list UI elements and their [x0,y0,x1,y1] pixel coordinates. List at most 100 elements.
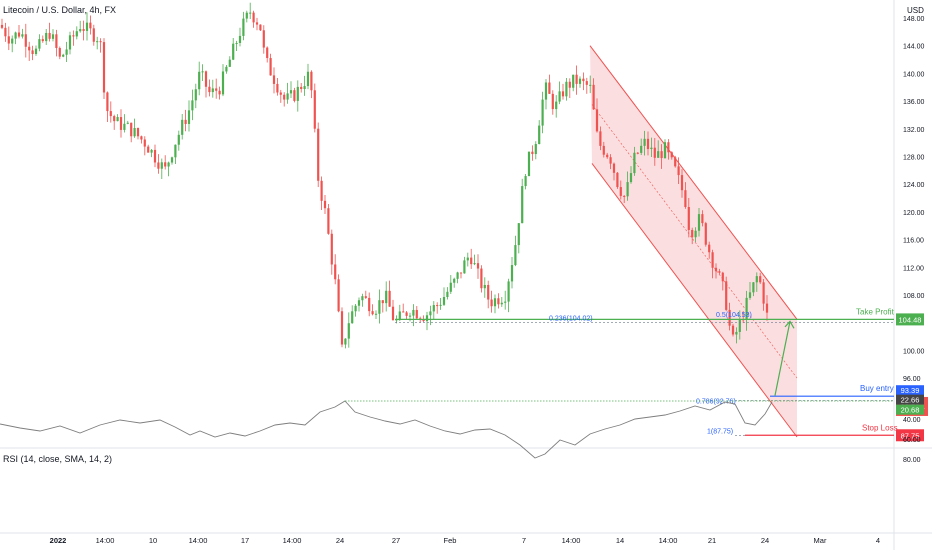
fib-1-label: 1(87.75) [707,428,733,435]
candle-body [487,284,490,300]
candle-body [334,264,337,280]
y-tick-label: 108.00 [903,293,925,300]
candle-body [629,173,633,183]
candle-body [58,48,61,57]
candle-body [106,92,109,112]
rsi-tick-label: 40.00 [903,417,921,424]
candle-body [589,84,592,86]
candle-body [677,166,680,176]
x-tick-label: 24 [761,536,769,545]
candle-body [476,263,480,269]
candle-body [599,131,602,146]
candle-body [252,12,255,23]
y-tick-label: 100.00 [903,348,925,355]
candle-body [517,223,520,246]
candle-body [755,276,758,283]
candle-body [551,93,554,110]
candle-body [425,315,429,322]
candle-body [347,323,350,339]
candle-body [296,86,299,101]
candle-body [150,149,153,153]
candle-body [249,12,252,14]
candle-body [68,35,72,50]
candle-body [306,71,310,87]
candle-body [398,311,401,320]
candle-body [534,144,537,155]
rsi-current-tag: 22.66 [901,396,920,405]
candle-body [75,31,78,37]
candle-body [99,41,102,43]
candle-body [21,34,24,37]
candle-body [524,176,527,187]
candle-body [541,99,544,126]
candle-body [765,303,769,313]
candle-body [759,276,762,283]
candle-body [221,71,225,95]
rsi-current-tag-bg [896,394,924,405]
y-tick-label: 96.00 [903,376,921,383]
candle-body [215,88,218,91]
candle-body [357,300,361,306]
candle-body [31,50,34,55]
candle-body [762,282,765,304]
candle-body [194,89,197,101]
candle-body [157,162,160,169]
candle-body [708,244,711,253]
buy-entry-label: Buy entry [860,384,894,393]
candle-body [184,119,187,124]
candle-body [262,30,265,48]
candle-body [38,39,41,49]
candle-body [7,36,10,44]
buy-entry-tag-bg [896,385,924,397]
x-tick-label: 2022 [50,536,67,545]
candle-body [198,71,201,90]
candle-body [201,71,204,73]
candle-body [466,257,469,261]
candle-body [439,304,442,306]
candle-body [670,152,673,158]
candle-body [96,41,99,43]
candle-body [92,28,95,42]
candle-body [745,297,748,320]
y-tick-label: 144.00 [903,44,925,51]
candle-body [330,233,333,265]
candle-body [585,81,588,85]
candle-body [272,75,276,84]
candle-body [177,134,180,145]
candle-body [82,29,85,31]
candle-body [153,149,157,163]
candle-body [490,299,493,307]
rsi-header: RSI (14, close, SMA, 14, 2) [3,454,113,464]
candle-body [204,71,208,87]
candle-body [735,331,738,335]
candle-body [514,245,517,266]
candle-body [595,109,599,132]
candle-body [235,42,238,44]
candle-body [674,157,677,167]
candle-body [327,208,330,234]
x-tick-label: 14:00 [283,536,302,545]
candle-body [752,282,755,293]
rsi-tick-label: 80.00 [903,457,921,464]
candle-body [191,100,194,111]
candle-body [714,267,718,272]
candle-body [160,162,163,169]
candle-body [721,272,724,282]
candle-body [174,144,177,158]
candle-body [449,282,452,292]
y-tick-label: 116.00 [903,238,924,245]
candle-body [408,315,412,317]
candle-body [419,318,422,320]
candle-body [602,145,605,155]
candle-body [623,195,626,197]
candle-body [640,145,643,153]
candle-body [17,32,21,37]
x-tick-label: 14:00 [562,536,581,545]
candle-body [544,82,548,100]
y-tick-label: 132.00 [903,127,925,134]
candle-body [208,86,211,93]
candle-body [371,311,374,315]
candle-body [323,200,327,209]
candle-body [245,12,248,19]
